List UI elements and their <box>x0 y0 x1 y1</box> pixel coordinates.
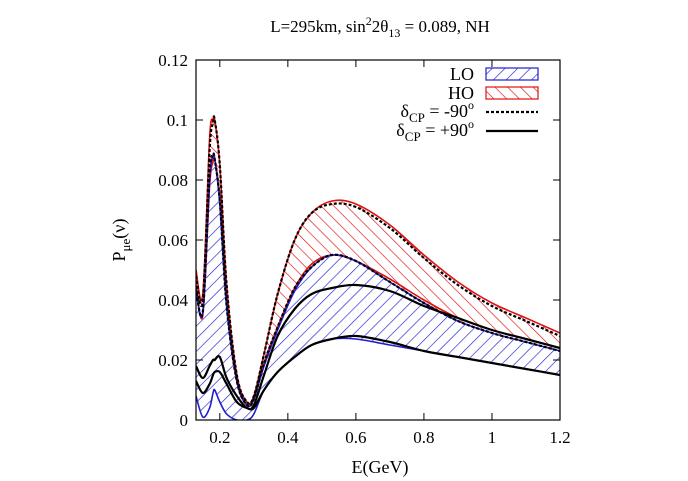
legend-label-ho: HO <box>448 83 474 103</box>
series-line-dcp-plus90-ho <box>196 283 560 411</box>
y-tick-label: 0.06 <box>158 231 188 250</box>
legend: LO HO δCP = -90o δCP = +90o <box>396 64 539 144</box>
y-axis-label: Pμe(ν) <box>109 219 133 262</box>
series-line-dcp-plus90-lo <box>196 334 560 411</box>
band-edge-ho-lower <box>196 155 560 408</box>
x-tick-label: 1 <box>488 428 497 447</box>
legend-swatch-lo <box>485 67 539 81</box>
y-tick-label: 0 <box>180 411 189 430</box>
x-tick-label: 0.4 <box>277 428 299 447</box>
chart-title: L=295km, sin22θ13 = 0.089, NH <box>270 14 490 40</box>
legend-label-dcp-minus90: δCP = -90o <box>400 98 474 125</box>
ho-band <box>196 115 560 407</box>
y-tick-label: 0.04 <box>158 291 188 310</box>
y-tick-label: 0.08 <box>158 171 188 190</box>
x-tick-label: 0.8 <box>413 428 434 447</box>
legend-swatch-ho <box>485 86 539 100</box>
y-tick-label: 0.1 <box>167 111 188 130</box>
x-tick-label: 1.2 <box>549 428 570 447</box>
x-tick-label: 0.6 <box>345 428 366 447</box>
x-tick-label: 0.2 <box>209 428 230 447</box>
y-tick-label: 0.02 <box>158 351 188 370</box>
x-axis-label: E(GeV) <box>352 457 409 478</box>
y-tick-label: 0.12 <box>158 51 188 70</box>
legend-label-lo: LO <box>450 64 474 84</box>
lo-band <box>196 153 560 420</box>
plot-area <box>196 115 560 420</box>
series-line-dcp-minus90-lo <box>196 152 560 408</box>
legend-label-dcp-plus90: δCP = +90o <box>396 117 474 144</box>
